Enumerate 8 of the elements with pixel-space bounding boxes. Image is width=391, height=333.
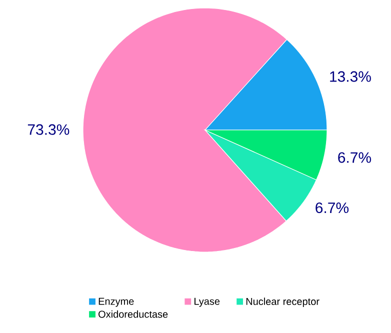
legend-label: Oxidoreductase xyxy=(98,310,168,318)
legend-label: Lyase xyxy=(194,298,220,307)
data-label: 6.7% xyxy=(316,202,349,214)
legend-label: Enzyme xyxy=(98,298,134,307)
legend-label: Nuclear receptor xyxy=(246,298,320,307)
data-label: 6.7% xyxy=(338,152,372,163)
data-label: 73.3% xyxy=(28,124,70,135)
data-label: 13.3% xyxy=(330,71,371,82)
